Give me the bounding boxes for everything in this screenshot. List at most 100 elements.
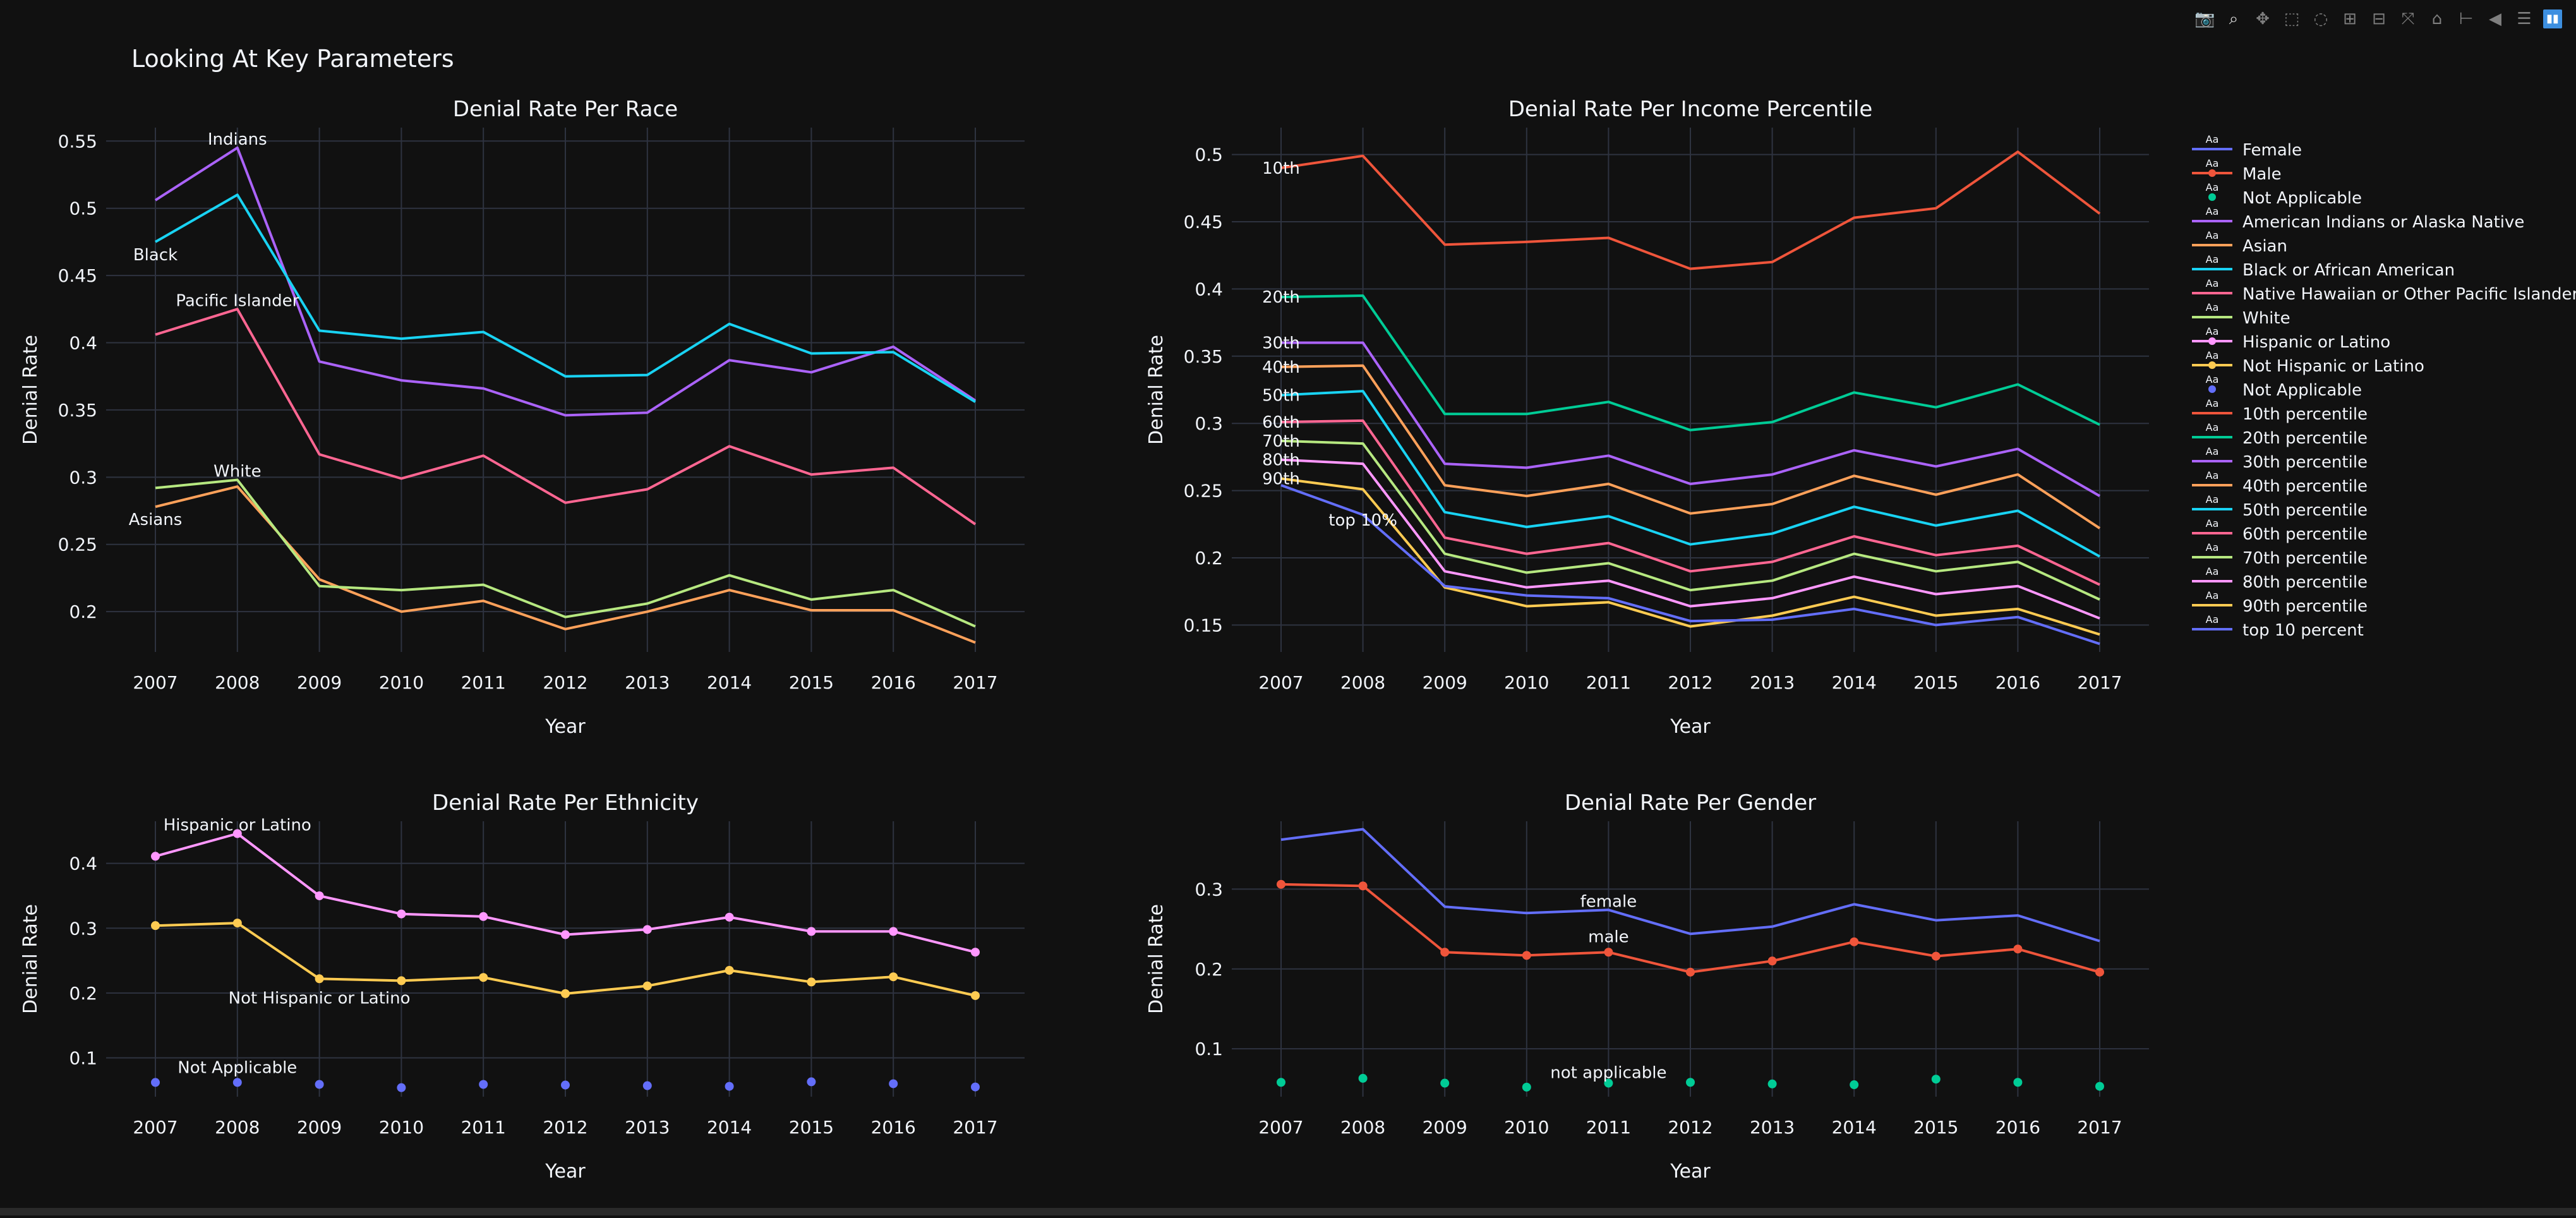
zoom-icon[interactable]: ⌕ — [2229, 9, 2239, 28]
series-american-indians-or-alaska-native[interactable] — [154, 146, 977, 417]
series-hispanic-or-latino[interactable] — [151, 829, 980, 957]
data-point[interactable] — [1767, 956, 1777, 966]
data-point[interactable] — [315, 1080, 324, 1089]
series-20th-percentile[interactable] — [1280, 294, 2100, 431]
data-point[interactable] — [2095, 967, 2104, 977]
series-90th-percentile[interactable] — [1280, 477, 2100, 636]
data-point[interactable] — [1604, 1078, 1613, 1088]
data-point[interactable] — [561, 930, 570, 939]
data-point[interactable] — [2095, 1082, 2104, 1091]
hover-compare-icon[interactable]: ☰ — [2517, 9, 2532, 28]
series-30th-percentile[interactable] — [1281, 341, 2100, 497]
series-not-hispanic-or-latino[interactable] — [151, 919, 980, 1000]
data-point[interactable] — [151, 852, 160, 861]
series-black-or-african-american[interactable] — [155, 193, 977, 403]
legend-item[interactable]: Aa White — [2192, 301, 2290, 328]
data-point[interactable] — [725, 912, 734, 922]
data-point[interactable] — [1277, 879, 1285, 889]
hover-closest-icon[interactable]: ◀ — [2489, 9, 2501, 28]
data-point[interactable] — [1522, 1082, 1531, 1092]
legend-item[interactable]: Aa Male — [2192, 157, 2282, 184]
series-70th-percentile[interactable] — [1280, 439, 2100, 601]
series-line[interactable] — [1280, 390, 2100, 558]
spike-lines-icon[interactable]: ⊢ — [2459, 9, 2474, 28]
series-line[interactable] — [1280, 828, 2100, 943]
data-point[interactable] — [889, 927, 898, 936]
data-point[interactable] — [479, 973, 488, 982]
data-point[interactable] — [1358, 1073, 1368, 1083]
legend-item[interactable]: Aa Native Hawaiian or Other Pacific Islan… — [2192, 277, 2576, 304]
legend-item[interactable]: Aa 90th percentile — [2192, 589, 2368, 616]
data-point[interactable] — [1358, 881, 1368, 891]
series-white[interactable] — [155, 478, 976, 628]
data-point[interactable] — [1931, 951, 1941, 961]
data-point[interactable] — [232, 1078, 242, 1087]
series-asian[interactable] — [155, 485, 976, 644]
legend-item[interactable]: Aa Hispanic or Latino — [2192, 325, 2390, 352]
data-point[interactable] — [807, 927, 816, 936]
data-point[interactable] — [315, 974, 324, 984]
series-line[interactable] — [154, 146, 977, 417]
series-line[interactable] — [1281, 341, 2100, 497]
legend-item[interactable]: Aa Female — [2192, 133, 2302, 160]
series-not-applicable[interactable] — [151, 1077, 980, 1092]
data-point[interactable] — [725, 1082, 734, 1091]
data-point[interactable] — [1604, 948, 1613, 957]
legend-item[interactable]: Aa Not Hispanic or Latino — [2192, 349, 2424, 376]
data-point[interactable] — [889, 972, 898, 982]
data-point[interactable] — [315, 891, 324, 900]
legend-item[interactable]: Aa 70th percentile — [2192, 541, 2368, 568]
series-line[interactable] — [155, 478, 976, 628]
data-point[interactable] — [1931, 1075, 1941, 1084]
series-line[interactable] — [1280, 439, 2100, 601]
data-point[interactable] — [971, 991, 980, 1000]
box-select-icon[interactable]: ⬚ — [2284, 9, 2300, 28]
data-point[interactable] — [397, 976, 406, 986]
data-point[interactable] — [642, 1081, 652, 1090]
legend-item[interactable]: Aa 80th percentile — [2192, 565, 2368, 592]
zoom-out-icon[interactable]: ⊟ — [2372, 9, 2386, 28]
data-point[interactable] — [971, 948, 980, 957]
legend-item[interactable]: Aa 60th percentile — [2192, 517, 2368, 544]
lasso-select-icon[interactable]: ◌ — [2313, 9, 2328, 28]
data-point[interactable] — [232, 919, 242, 928]
data-point[interactable] — [561, 1080, 570, 1090]
data-point[interactable] — [971, 1082, 980, 1092]
data-point[interactable] — [889, 1079, 898, 1088]
series-female[interactable] — [1280, 828, 2100, 943]
subplot-3[interactable]: 2007 2008 2009 2010 2011 2012 2013 2014 2015 2016… — [20, 790, 1025, 1183]
data-point[interactable] — [397, 1083, 406, 1092]
series-top-10-percent[interactable] — [1280, 484, 2100, 646]
legend-item[interactable]: Aa 20th percentile — [2192, 421, 2368, 448]
series-line[interactable] — [1280, 419, 2100, 586]
legend-item[interactable]: Aa 40th percentile — [2192, 469, 2368, 496]
data-point[interactable] — [479, 1080, 488, 1089]
series-line[interactable] — [155, 193, 977, 403]
subplot-1[interactable]: 2007 2008 2009 2010 2011 2012 2013 2014 2015 2016… — [20, 97, 1025, 738]
data-point[interactable] — [1686, 1078, 1695, 1087]
series-line[interactable] — [1280, 458, 2100, 620]
legend[interactable]: Aa Female Aa Male Aa Not Applicable Aa American… — [2192, 133, 2576, 640]
series-line[interactable] — [155, 308, 977, 526]
data-point[interactable] — [1440, 1078, 1450, 1088]
legend-item[interactable]: Aa 30th percentile — [2192, 445, 2368, 472]
data-point[interactable] — [642, 981, 652, 991]
data-point[interactable] — [151, 1078, 160, 1087]
series-line[interactable] — [1280, 294, 2100, 431]
zoom-in-icon[interactable]: ⊞ — [2343, 9, 2357, 28]
series-line[interactable] — [1280, 484, 2100, 646]
data-point[interactable] — [561, 989, 570, 998]
camera-icon[interactable]: 📷 — [2194, 9, 2215, 28]
legend-item[interactable]: Aa 50th percentile — [2192, 493, 2368, 520]
data-point[interactable] — [1850, 1080, 1859, 1090]
subplot-2[interactable]: 2007 2008 2009 2010 2011 2012 2013 2014 2015 2016… — [1145, 97, 2149, 738]
series-male[interactable] — [1277, 879, 2104, 977]
series-line[interactable] — [1280, 364, 2101, 529]
data-point[interactable] — [2013, 1078, 2023, 1087]
legend-item[interactable]: Aa 10th percentile — [2192, 397, 2368, 424]
data-point[interactable] — [725, 965, 734, 975]
data-point[interactable] — [807, 977, 816, 987]
series-line[interactable] — [155, 485, 976, 644]
pan-icon[interactable]: ✥ — [2256, 9, 2270, 28]
